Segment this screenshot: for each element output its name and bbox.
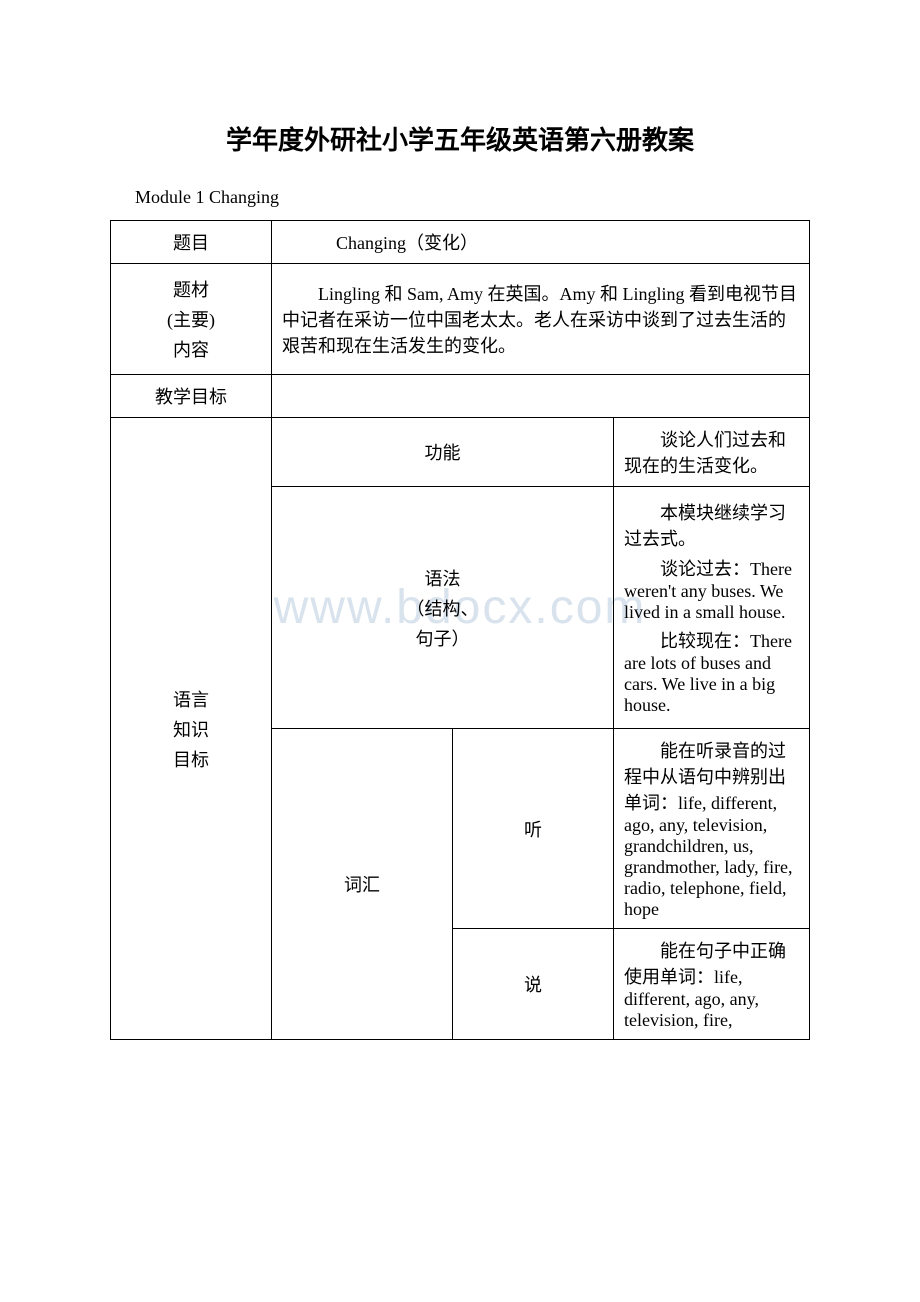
teaching-goal-label: 教学目标 <box>111 375 272 418</box>
empty-cell <box>272 375 810 418</box>
grammar-label: 语法 （结构、 句子） <box>272 487 614 729</box>
table-row: 题目 Changing（变化） <box>111 221 810 264</box>
listen-label: 听 <box>453 729 614 929</box>
material-value: Lingling 和 Sam, Amy 在英国。Amy 和 Lingling 看… <box>272 264 810 375</box>
topic-label: 题目 <box>111 221 272 264</box>
listen-value: 能在听录音的过程中从语句中辨别出单词：life, different, ago,… <box>614 729 810 929</box>
function-label: 功能 <box>272 418 614 487</box>
table-row: 题材 (主要) 内容 Lingling 和 Sam, Amy 在英国。Amy 和… <box>111 264 810 375</box>
table-row: 教学目标 <box>111 375 810 418</box>
vocab-label: 词汇 <box>272 729 453 1040</box>
language-goal-label: 语言 知识 目标 <box>111 418 272 1040</box>
table-row: 语言 知识 目标 功能 谈论人们过去和现在的生活变化。 <box>111 418 810 487</box>
grammar-value: 本模块继续学习过去式。 谈论过去：There weren't any buses… <box>614 487 810 729</box>
speak-value: 能在句子中正确使用单词：life, different, ago, any, t… <box>614 929 810 1040</box>
function-value: 谈论人们过去和现在的生活变化。 <box>614 418 810 487</box>
material-label: 题材 (主要) 内容 <box>111 264 272 375</box>
lesson-plan-table: 题目 Changing（变化） 题材 (主要) 内容 Lingling 和 Sa… <box>110 220 810 1040</box>
module-heading: Module 1 Changing <box>135 187 810 208</box>
page-title: 学年度外研社小学五年级英语第六册教案 <box>110 120 810 157</box>
speak-label: 说 <box>453 929 614 1040</box>
topic-value: Changing（变化） <box>272 221 810 264</box>
